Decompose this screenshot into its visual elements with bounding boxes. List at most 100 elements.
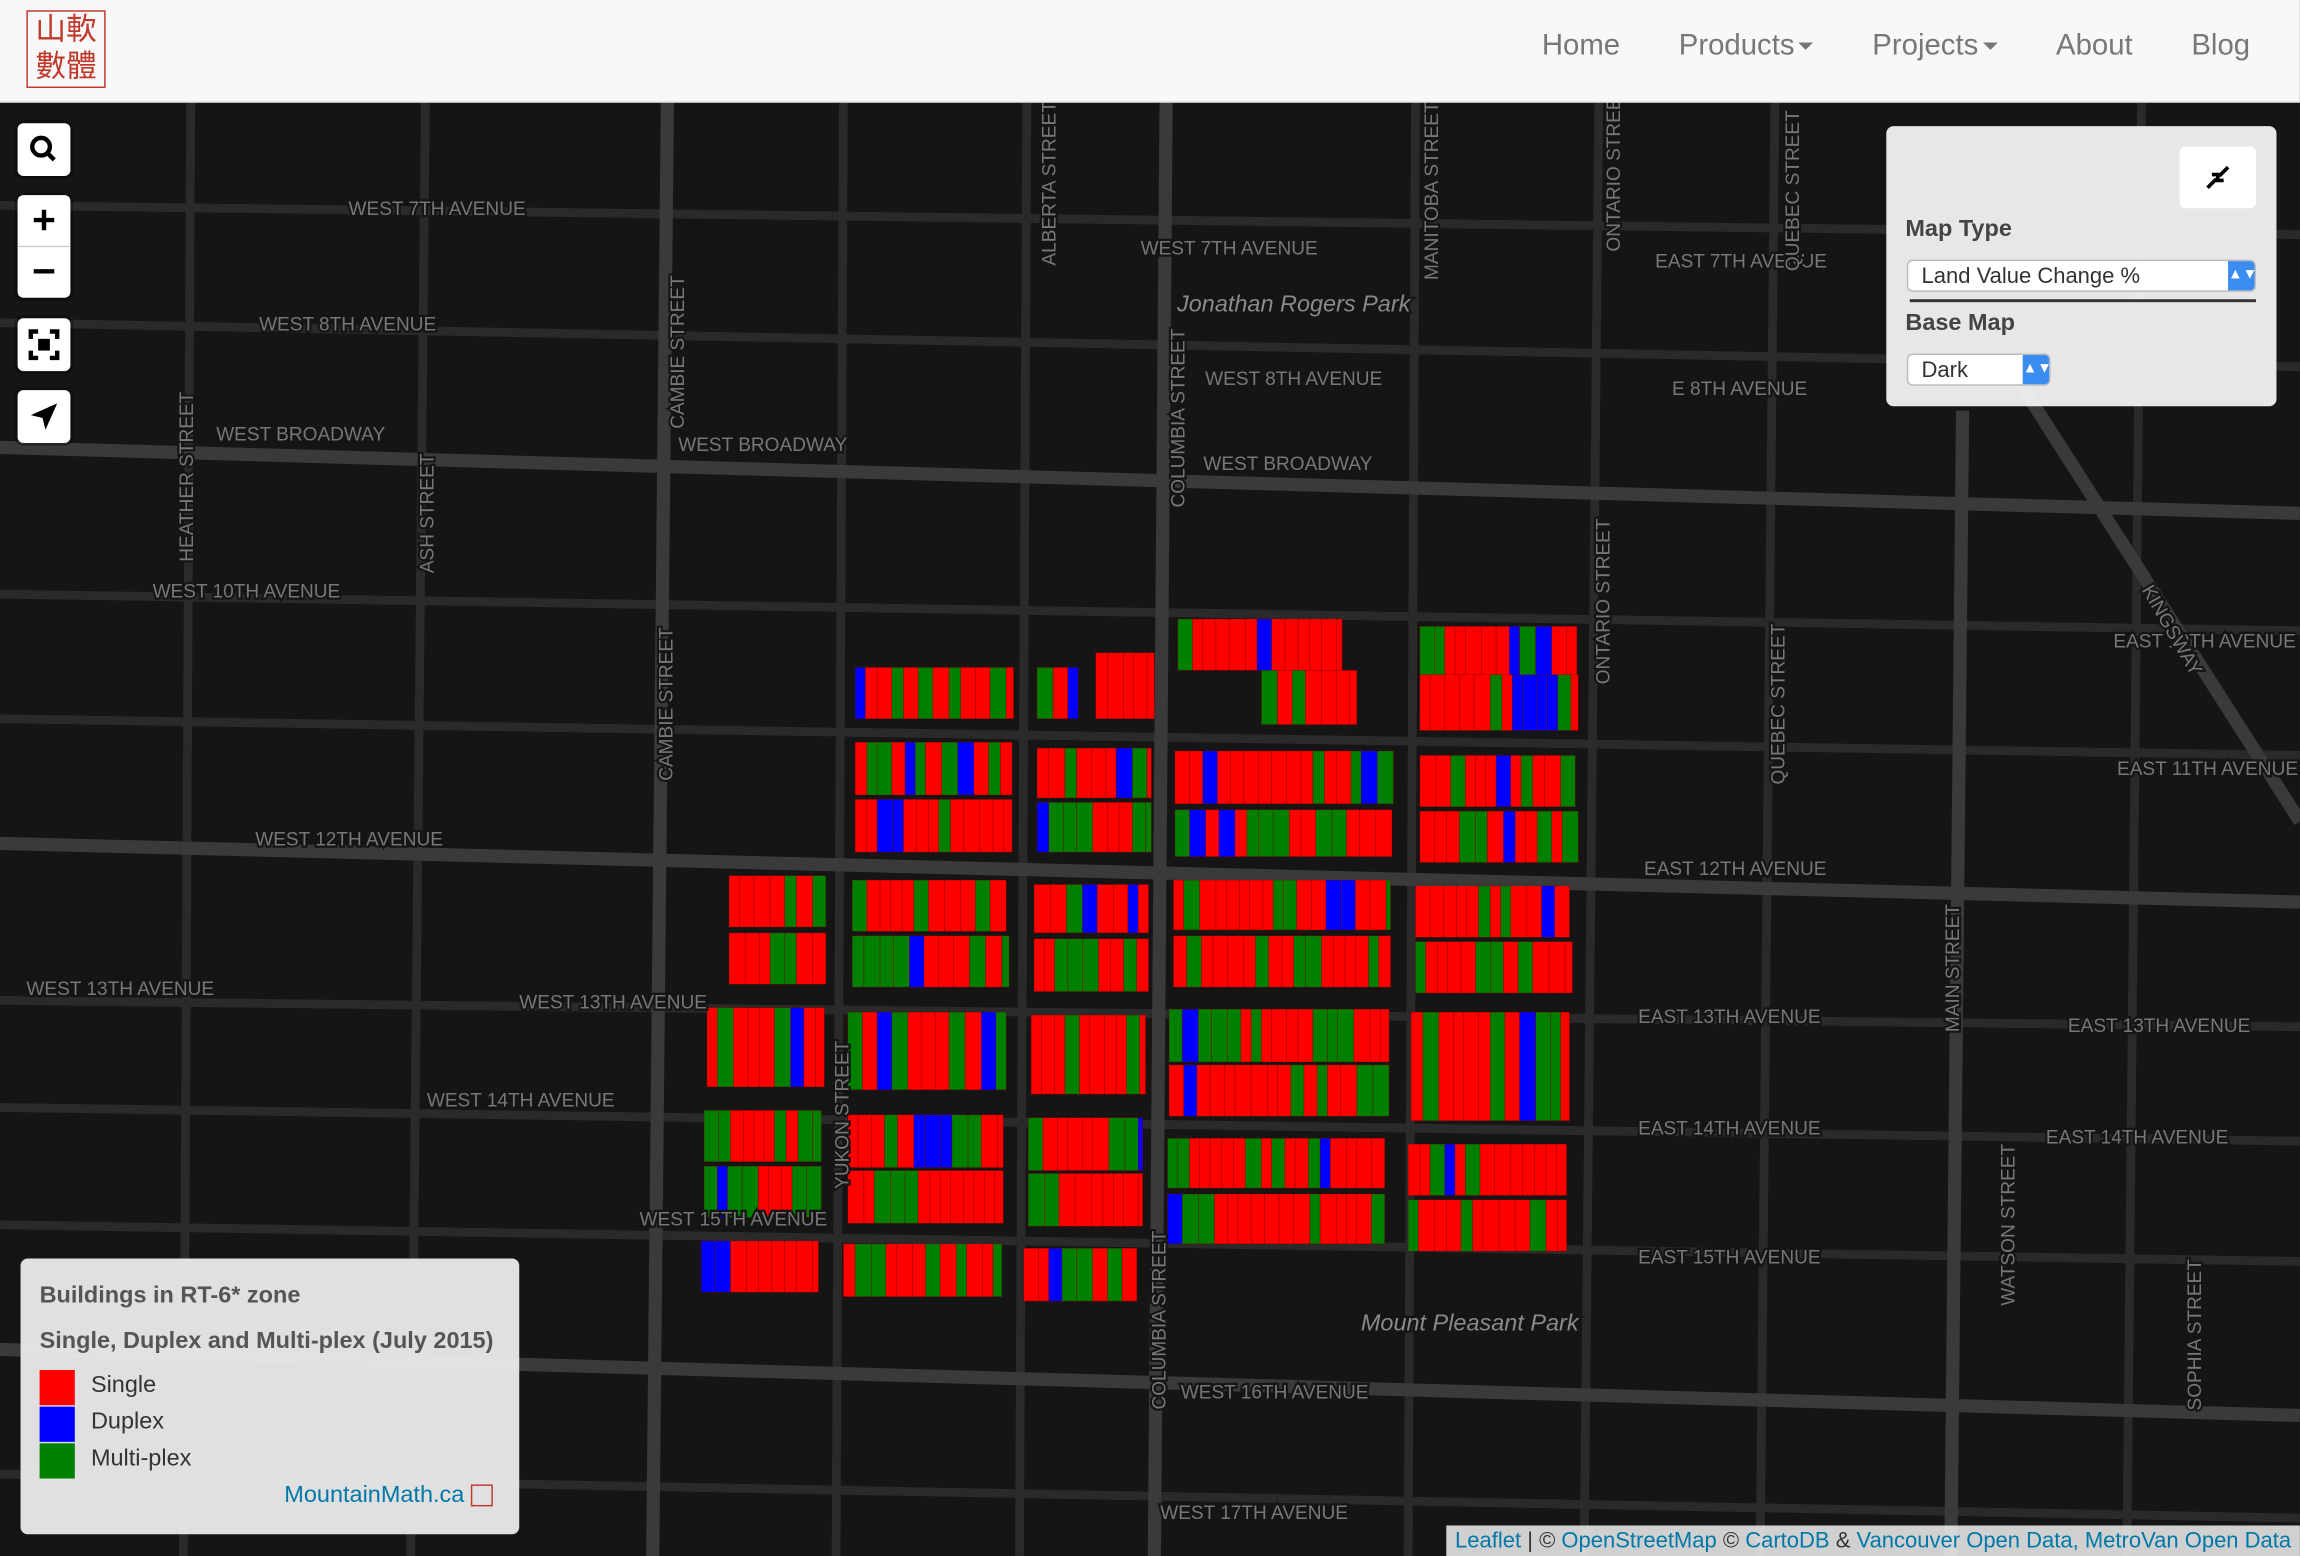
street-label: EAST 11TH AVENUE xyxy=(2117,759,2298,780)
street-label: QUEBEC STREET xyxy=(1768,623,1789,784)
nav-item[interactable]: Home xyxy=(1542,29,1620,63)
building-lot xyxy=(1312,1008,1328,1063)
nav-label[interactable]: Products xyxy=(1678,29,1795,62)
building-lot xyxy=(1437,941,1449,994)
zoom-icons[interactable] xyxy=(17,195,71,298)
building-lot xyxy=(870,1114,885,1168)
map-labels: WEST 7TH AVENUE WEST 8TH AVENUE WEST BROAD… xyxy=(24,83,2300,1526)
building-lot xyxy=(1256,618,1273,671)
attribution-link[interactable]: Vancouver Open Data, xyxy=(1856,1528,2079,1554)
building-lot xyxy=(1225,879,1240,931)
building-lot xyxy=(944,879,962,932)
building-lot xyxy=(1459,674,1475,731)
logo[interactable]: 山軟 數體 xyxy=(26,10,106,89)
building-lot xyxy=(948,1011,966,1091)
building-lot xyxy=(932,667,950,720)
building-lot xyxy=(1489,885,1501,938)
building-lot xyxy=(1418,1199,1435,1252)
building-lot xyxy=(1444,674,1460,731)
credit-link[interactable]: MountainMath.ca xyxy=(284,1482,465,1508)
logo-line: 數體 xyxy=(35,48,97,84)
collapse-button[interactable] xyxy=(2179,146,2256,209)
building-lot xyxy=(1308,1137,1321,1189)
building-lot xyxy=(1478,1011,1491,1121)
building-lot xyxy=(1510,885,1528,938)
nav-label[interactable]: About xyxy=(2056,29,2133,62)
building-lot xyxy=(1215,879,1227,931)
building-lot xyxy=(1487,810,1504,863)
building-lot xyxy=(1209,1064,1226,1117)
building-lot xyxy=(1258,809,1274,857)
building-lot xyxy=(1033,938,1045,992)
building-lot xyxy=(1503,941,1519,994)
nav-label[interactable]: Home xyxy=(1541,29,1621,62)
search-button[interactable] xyxy=(17,123,71,177)
building-lot xyxy=(1268,935,1283,988)
building-lot xyxy=(1124,1117,1139,1171)
building-lot xyxy=(1495,626,1510,678)
nav-item[interactable]: Blog xyxy=(2191,29,2250,63)
attribution: Leaflet | © OpenStreetMap © CartoDB & Va… xyxy=(1446,1525,2300,1556)
street-label: EAST 14TH AVENUE xyxy=(1638,1118,1820,1139)
legend-credit[interactable]: MountainMath.ca xyxy=(284,1483,493,1509)
building-lot xyxy=(1186,935,1202,988)
nav-item[interactable]: Projects xyxy=(1872,29,1998,63)
building-lot xyxy=(876,799,894,853)
map-type-select[interactable]: Land Value Change % ▲▼ xyxy=(1906,259,2257,292)
building-lot xyxy=(903,667,919,720)
building-lot xyxy=(1245,618,1258,671)
base-map-select[interactable]: Dark ▲▼ xyxy=(1906,353,2052,386)
building-lot xyxy=(784,875,797,928)
building-lot xyxy=(1271,750,1287,805)
building-lot xyxy=(1261,670,1278,725)
building-lot xyxy=(1346,1193,1358,1245)
building-lot xyxy=(1118,802,1133,853)
building-lot xyxy=(1262,879,1274,931)
building-lot xyxy=(865,667,878,720)
street-label: E 8TH AVENUE xyxy=(1672,379,1807,400)
attribution-link[interactable]: CartoDB xyxy=(1745,1528,1830,1554)
building-lot xyxy=(1532,755,1545,808)
buildings xyxy=(700,618,1579,1302)
building-lot xyxy=(1115,747,1133,799)
building-lot xyxy=(891,741,906,796)
street-label: WEST 12TH AVENUE xyxy=(255,830,443,851)
building-lot xyxy=(992,1243,1003,1297)
building-lot xyxy=(1429,1143,1446,1196)
fullscreen-button[interactable] xyxy=(17,318,71,372)
building-lot xyxy=(1327,1064,1341,1117)
building-lot xyxy=(1063,802,1077,853)
building-lot xyxy=(975,667,991,720)
building-lot xyxy=(1137,884,1149,934)
nav-label[interactable]: Projects xyxy=(1872,29,1979,62)
building-lot xyxy=(1333,935,1346,988)
attribution-link[interactable]: Leaflet xyxy=(1455,1528,1522,1554)
building-lot xyxy=(1419,626,1435,678)
attribution-link[interactable]: OpenStreetMap xyxy=(1561,1528,1717,1554)
building-lot xyxy=(1536,810,1553,863)
legend-label: Multi-plex xyxy=(90,1446,192,1472)
locate-button[interactable] xyxy=(17,390,71,443)
building-lot xyxy=(1064,747,1077,799)
attribution-link[interactable]: MetroVan Open Data xyxy=(2084,1528,2292,1554)
nav-item[interactable]: Products xyxy=(1679,29,1814,63)
building-lot xyxy=(1335,618,1343,671)
building-lot xyxy=(938,935,954,988)
nav-item[interactable]: About xyxy=(2056,29,2133,63)
building-lot xyxy=(904,1170,919,1224)
building-lot xyxy=(1168,1064,1185,1117)
building-lot xyxy=(1168,1008,1183,1063)
building-lot xyxy=(1456,885,1468,938)
building-lot xyxy=(1076,747,1092,799)
nav-label[interactable]: Blog xyxy=(2191,29,2251,62)
building-lot xyxy=(1340,879,1356,931)
building-lot xyxy=(1419,1143,1431,1196)
building-lot xyxy=(1113,884,1129,934)
building-lot xyxy=(1346,809,1361,857)
building-lot xyxy=(1475,810,1488,863)
building-lot xyxy=(1551,626,1567,678)
building-lot xyxy=(1519,1011,1537,1121)
building-lot xyxy=(753,875,771,928)
building-lot xyxy=(1227,935,1245,988)
building-lot xyxy=(1228,618,1246,671)
